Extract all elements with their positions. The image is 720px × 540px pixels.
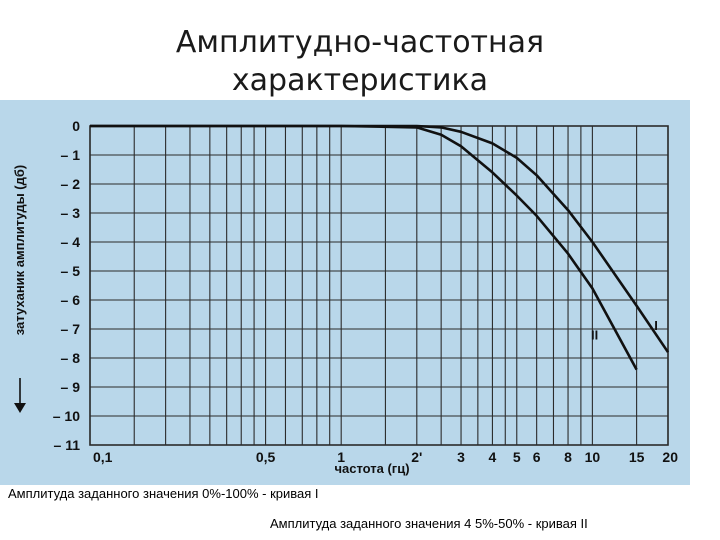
frequency-response-chart: затуханик амплитуды (дб) 0 – 1 – 2 – 3 – 4 – …	[0, 100, 690, 485]
y-tick-label: – 6	[61, 292, 81, 308]
y-tick-label: – 8	[61, 350, 81, 366]
title-line-2: характеристика	[231, 63, 489, 98]
x-tick-label: 2'	[411, 449, 422, 465]
y-tick-labels: 0 – 1 – 2 – 3 – 4 – 5 – 6 – 7 – 8 – 9 – 10 – 11	[53, 118, 80, 453]
curve-label-1: I	[654, 318, 658, 333]
caption-curve-ii: Амплитуда заданного значения 4 5%-50% - …	[270, 516, 588, 531]
caption-curve-i: Амплитуда заданного значения 0%-100% - к…	[8, 486, 319, 501]
y-tick-label: – 2	[61, 176, 81, 192]
x-tick-labels: 0,1 0,5 1 2' 3 4 5 6 8 10 15 20	[93, 449, 678, 465]
y-tick-label: – 4	[61, 234, 81, 250]
y-tick-label: – 10	[53, 408, 80, 424]
y-tick-label: – 9	[61, 379, 81, 395]
y-axis-title: затуханик амплитуды (дб)	[12, 165, 27, 335]
x-tick-label: 1	[337, 449, 345, 465]
y-tick-label: – 5	[61, 263, 81, 279]
y-axis-arrow-head	[14, 403, 26, 413]
x-tick-label: 10	[585, 449, 601, 465]
grid	[89, 125, 669, 446]
x-tick-label: 4	[489, 449, 497, 465]
slide-title: Амплитудно-частотная характеристика	[0, 24, 720, 100]
y-tick-label: – 1	[61, 147, 81, 163]
y-axis-title-group: затуханик амплитуды (дб)	[12, 165, 27, 413]
x-axis-title: частота (гц)	[334, 461, 409, 476]
y-tick-label: – 3	[61, 205, 81, 221]
x-tick-label: 0,1	[93, 449, 113, 465]
x-tick-label: 0,5	[256, 449, 276, 465]
x-tick-label: 15	[629, 449, 645, 465]
title-line-1: Амплитудно-частотная	[175, 25, 545, 60]
chart-background	[0, 100, 690, 485]
x-tick-label: 6	[533, 449, 541, 465]
x-tick-label: 3	[457, 449, 465, 465]
x-tick-label: 5	[513, 449, 521, 465]
curves	[90, 124, 670, 371]
y-tick-label: – 11	[54, 437, 81, 453]
curve-2	[90, 124, 638, 371]
curve-labels: III	[591, 318, 658, 342]
y-tick-label: 0	[72, 118, 80, 134]
x-tick-label: 20	[662, 449, 678, 465]
y-tick-label: – 7	[61, 321, 81, 337]
x-tick-label: 8	[564, 449, 572, 465]
curve-label-2: II	[591, 328, 598, 343]
